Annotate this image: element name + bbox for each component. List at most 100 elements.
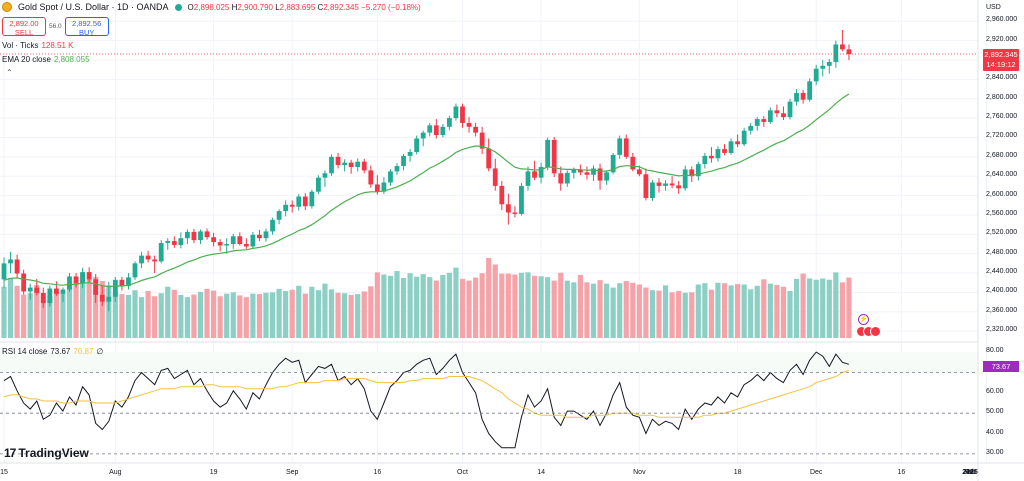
volume-bar [492,264,498,338]
candle-body [283,204,289,212]
volume-legend[interactable]: Vol · Ticks 128.51 K [2,41,74,50]
candle-body [132,263,138,278]
candle-body [211,237,216,243]
candle-body [27,287,33,292]
tradingview-logo[interactable]: 17 TradingView [4,446,89,460]
volume-bar [466,280,472,338]
event-flash-icon[interactable]: ⚡ [858,314,869,325]
candle-body [40,292,46,304]
volume-bar [407,273,413,338]
volume-bar [250,293,256,338]
volume-bar [833,272,839,338]
candle-body [348,162,354,168]
rsi-ma-line [3,369,850,418]
volume-bar [374,272,380,338]
candle-body [512,212,518,214]
candle-body [800,92,806,100]
volume-bar [99,281,105,338]
candle-body [558,173,564,184]
volume-bar [590,283,597,338]
candle-body [571,169,577,173]
buy-button[interactable]: 2,892.56 BUY [64,17,109,37]
candle-body [807,81,813,100]
volume-bar [184,297,190,338]
volume-bar [263,292,269,338]
candle-body [781,113,786,118]
candle-body [361,161,367,171]
collapse-legend-icon[interactable]: ⌃ [6,68,13,77]
candle-body [185,231,190,239]
volume-bar [283,291,289,338]
candle-body [623,138,629,157]
currency-label[interactable]: USD [986,4,1001,11]
volume-bar [571,282,577,338]
candle-body [342,162,347,166]
candle-body [473,126,478,133]
candle-body [368,170,374,185]
volume-bar [662,285,669,338]
symbol-title[interactable]: Gold Spot / U.S. Dollar · 1D · OANDA [18,2,169,12]
candle-body [453,106,459,119]
volume-bar [826,279,832,338]
volume-bar [7,278,14,338]
price-tick-label: 2,480.000 [986,248,1018,256]
candle-body [34,287,40,293]
price-tick-label: 2,640.000 [986,171,1018,179]
candle-body [355,161,361,168]
time-tick-label: 19 [209,469,218,476]
candle-body [329,156,334,174]
volume-bar [807,278,813,338]
price-candles [1,29,852,312]
time-tick-label: 2025 [962,469,978,476]
volume-bar [518,272,525,338]
candle-body [492,168,498,186]
volume-bar [545,277,551,338]
price-tick-label: 2,840.000 [986,74,1018,82]
sell-button[interactable]: 2,892.00 SELL [2,17,46,37]
volume-bar [217,296,223,338]
rsi-bands [0,372,978,455]
rsi-tick-label: 40.00 [986,428,1004,436]
volume-bar [47,296,53,338]
us-flag-icon[interactable] [870,326,881,337]
candle-body [289,204,295,207]
candle-body [820,65,826,69]
candle-body [656,182,662,186]
volume-bar [191,294,197,338]
candle-body [833,44,839,62]
volume-bar [564,280,570,338]
candle-body [401,155,406,167]
candle-body [86,272,92,280]
volume-bar [512,274,518,338]
volume-bar [93,277,99,338]
candle-body [591,168,596,175]
volume-bar [348,294,354,338]
volume-bar [617,283,623,338]
volume-bar [604,283,610,338]
candle-body [715,149,721,159]
sell-label: SELL [14,28,34,37]
volume-bar [453,267,459,338]
volume-bar [846,277,852,338]
time-tick-label: 18 [733,469,742,476]
volume-bar [342,293,348,338]
candle-body [237,236,243,244]
ema-legend[interactable]: EMA 20 close 2,808.055 [2,55,90,64]
candle-body [761,119,767,122]
volume-bar [486,258,492,338]
candle-body [73,276,79,284]
candle-body [335,156,341,166]
candle-body [735,141,740,145]
candle-body [519,185,524,214]
volume-bar [708,289,714,338]
volume-bar [505,273,511,338]
time-tick-label: Aug [109,469,122,476]
candle-body [794,92,799,102]
rsi-legend[interactable]: RSI 14 close 73.67 70.87 ∅ [2,347,104,356]
volume-bar [106,285,112,338]
volume-bar [813,279,819,338]
candle-body [145,255,151,260]
candle-body [302,196,308,207]
gold-coin-icon [2,2,12,12]
